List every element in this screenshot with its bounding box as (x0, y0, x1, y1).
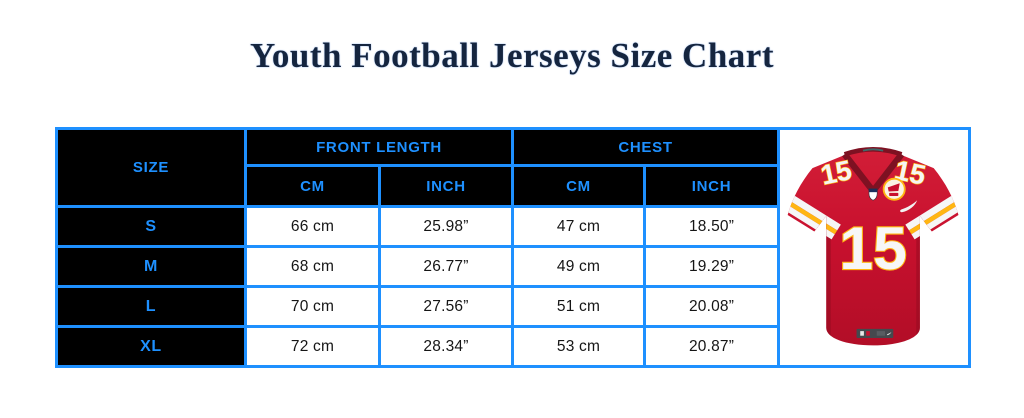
front-inch-header: INCH (377, 164, 515, 208)
jersey-graphic: 15 15 15 (787, 146, 959, 345)
chest-cm-cell: 53 cm (511, 325, 647, 368)
front-cm-cell: 70 cm (244, 285, 381, 328)
chest-header: CHEST (511, 127, 781, 167)
chest-cm-cell: 49 cm (511, 245, 647, 288)
page-title: Youth Football Jerseys Size Chart (250, 36, 774, 75)
size-cell: L (55, 285, 247, 328)
size-table: SIZE FRONT LENGTH CHEST CM INCH CM INCH … (55, 127, 781, 368)
left-shoulder-number: 15 (818, 154, 854, 191)
front-cm-cell: 72 cm (244, 325, 381, 368)
table-row-s: S 66 cm 25.98” 47 cm 18.50” (55, 205, 781, 248)
jock-tag (856, 328, 894, 338)
chest-inch-cell: 18.50” (643, 205, 781, 248)
neck-tape (862, 147, 884, 152)
size-chart: SIZE FRONT LENGTH CHEST CM INCH CM INCH … (55, 127, 971, 368)
front-inch-cell: 25.98” (377, 205, 515, 248)
front-inch-cell: 28.34” (377, 325, 515, 368)
header-row-groups: SIZE FRONT LENGTH CHEST (55, 127, 781, 208)
front-inch-cell: 26.77” (377, 245, 515, 288)
right-shoulder-number: 15 (892, 154, 928, 191)
table-row-xl: XL 72 cm 28.34” 53 cm 20.87” (55, 325, 781, 368)
size-column-header: SIZE (55, 127, 247, 208)
table-row-m: M 68 cm 26.77” 49 cm 19.29” (55, 245, 781, 288)
front-cm-header: CM (244, 164, 381, 208)
size-cell: S (55, 205, 247, 248)
size-cell: M (55, 245, 247, 288)
chest-cm-cell: 47 cm (511, 205, 647, 248)
front-inch-cell: 27.56” (377, 285, 515, 328)
chest-inch-cell: 19.29” (643, 245, 781, 288)
jersey-number: 15 (839, 214, 906, 282)
table-row-l: L 70 cm 27.56” 51 cm 20.08” (55, 285, 781, 328)
chest-inch-cell: 20.87” (643, 325, 781, 368)
jersey-photo: 15 15 15 (780, 127, 971, 368)
nike-swoosh-icon (900, 199, 918, 212)
header-row-units: CM INCH CM INCH (57, 164, 781, 208)
chest-cm-cell: 51 cm (511, 285, 647, 328)
front-cm-cell: 68 cm (244, 245, 381, 288)
chest-inch-header: INCH (643, 164, 781, 208)
nfl-shield-icon (868, 187, 878, 201)
chest-inch-cell: 20.08” (643, 285, 781, 328)
front-length-header: FRONT LENGTH (243, 127, 515, 167)
size-cell: XL (55, 325, 247, 368)
chest-cm-header: CM (511, 164, 647, 208)
front-cm-cell: 66 cm (244, 205, 381, 248)
team-patch-icon (882, 177, 906, 201)
